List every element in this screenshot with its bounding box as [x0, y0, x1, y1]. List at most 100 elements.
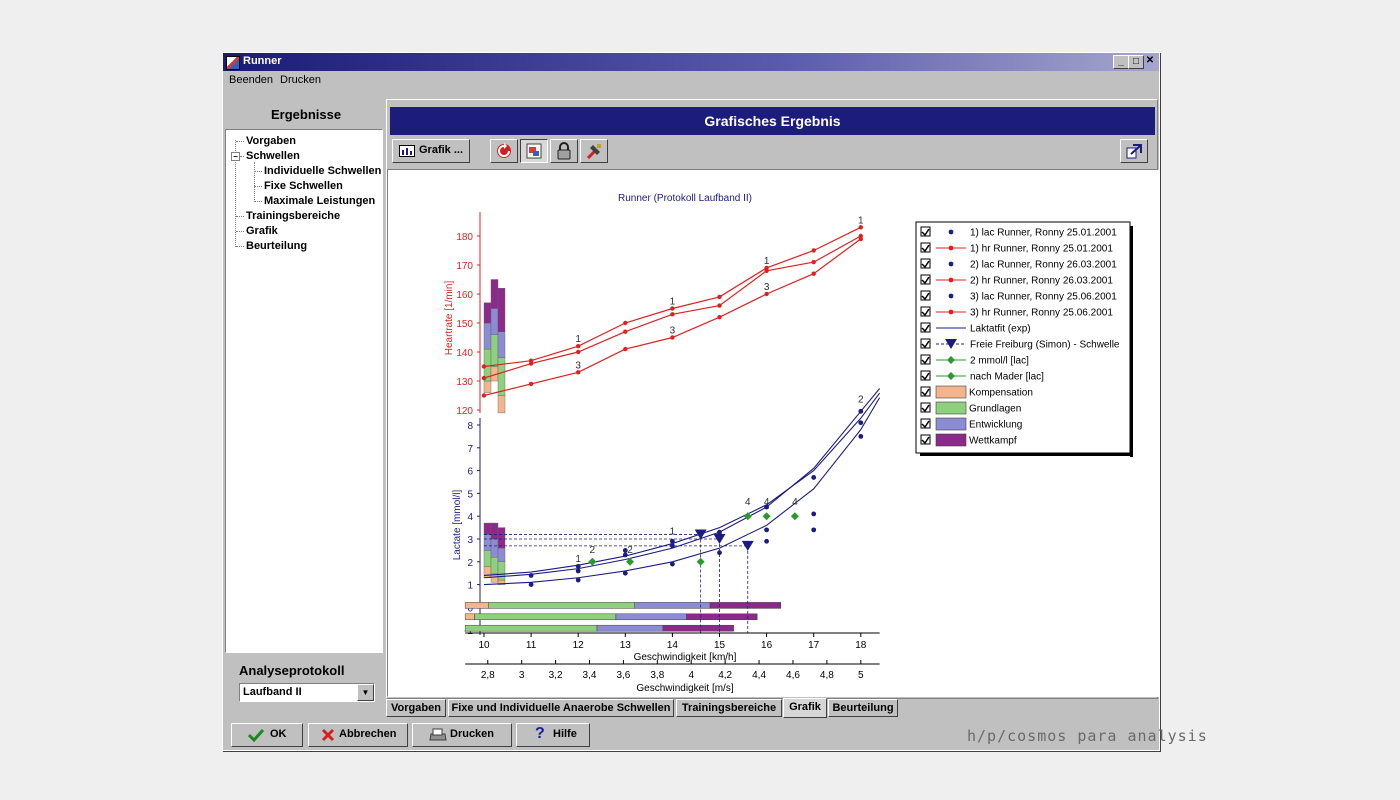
collapse-icon[interactable]: −: [231, 152, 240, 161]
threshold-diamond: [696, 557, 705, 566]
panel-title: Grafisches Ergebnis: [390, 107, 1155, 135]
grafik-button[interactable]: Grafik ...: [392, 139, 470, 163]
tab-beurteilung[interactable]: Beurteilung: [828, 699, 898, 717]
tree-item-individuelle-schwellen[interactable]: Individuelle Schwellen: [264, 165, 382, 177]
legend-label: Laktatfit (exp): [970, 324, 1031, 335]
heartrate-zone-segment: [497, 287, 506, 332]
menu-beenden[interactable]: Beenden: [229, 74, 274, 86]
print-button[interactable]: Drucken: [412, 723, 512, 747]
export-button[interactable]: [1120, 139, 1148, 163]
x2-tick-label: 3: [519, 670, 525, 681]
legend-marker: [948, 245, 954, 251]
heartrate-point: [717, 294, 722, 300]
printer-icon: [429, 728, 447, 741]
heartrate-data-label: 1: [575, 334, 581, 345]
tree-item-schwellen[interactable]: Schwellen: [246, 150, 300, 162]
heartrate-axis-label: Heartrate [1/min]: [444, 281, 455, 356]
lactate-point: [622, 548, 628, 553]
cancel-button[interactable]: Abbrechen: [308, 723, 408, 747]
check-icon: [248, 728, 264, 742]
results-heading: Ergebnisse: [271, 107, 342, 122]
legend-label: Kompensation: [969, 388, 1033, 399]
legend-checkmark: [921, 292, 930, 301]
export-icon: [1126, 144, 1142, 159]
app-window: Runner _ □ ✕ Beenden Drucken Ergebnisse …: [222, 52, 1207, 751]
tree-item-grafik[interactable]: Grafik: [246, 225, 278, 237]
help-button[interactable]: ? Hilfe: [516, 723, 590, 747]
tools-button[interactable]: [580, 139, 608, 163]
tab-vorgaben[interactable]: Vorgaben: [386, 699, 446, 717]
lactate-point: [764, 527, 769, 533]
zone-bar-segment: [709, 602, 781, 609]
legend-checkmark: [921, 388, 930, 397]
lactate-point: [764, 538, 769, 544]
heartrate-zone-segment: [483, 322, 492, 350]
heartrate-point: [670, 335, 675, 340]
protocol-select[interactable]: Laufband II ▼: [239, 683, 375, 702]
lock-button[interactable]: [550, 139, 578, 163]
lactate-point: [575, 568, 581, 574]
legend-marker: [935, 385, 967, 399]
heartrate-tick-label: 160: [456, 290, 473, 301]
lactate-zone-segment: [497, 561, 506, 581]
maximize-button[interactable]: □: [1128, 55, 1144, 69]
heartrate-point: [811, 259, 816, 265]
tree-item-trainingsbereiche[interactable]: Trainingsbereiche: [246, 210, 341, 222]
legend-checkbox: [920, 274, 931, 285]
window-title: Runner: [243, 55, 282, 67]
heartrate-point: [858, 236, 863, 242]
image-icon: [526, 143, 542, 159]
legend-checkbox: [920, 418, 931, 429]
heartrate-point: [528, 381, 534, 387]
legend-checkbox: [920, 242, 931, 253]
zone-bar-segment: [464, 613, 475, 621]
title-bar[interactable]: Runner _ □ ✕: [223, 53, 1159, 71]
lock-icon: [557, 142, 571, 160]
lactate-tick-label: 3: [467, 535, 473, 546]
brand-logo: h/p/cosmos para analysis: [967, 727, 1208, 745]
threshold-diamond: [790, 512, 799, 521]
tree-item-vorgaben[interactable]: Vorgaben: [246, 135, 296, 147]
legend-marker: [948, 277, 954, 283]
x2-tick-label: 3,6: [616, 670, 630, 681]
tree-item-beurteilung[interactable]: Beurteilung: [246, 240, 308, 252]
heartrate-zone-segment: [490, 279, 499, 309]
menu-drucken[interactable]: Drucken: [280, 74, 321, 86]
refresh-button[interactable]: [490, 139, 518, 163]
legend-label: Wettkampf: [969, 436, 1017, 447]
grafik-label: Grafik ...: [419, 144, 464, 156]
lactate-zone-segment: [483, 550, 492, 567]
lactate-zone-segment: [490, 522, 499, 540]
lactate-data-label: 1: [670, 527, 676, 538]
legend-checkmark: [921, 420, 930, 429]
heartrate-point: [717, 303, 722, 308]
heartrate-point: [576, 370, 581, 375]
chart-legend: 1) lac Runner, Ronny 25.01.2001 1) hr Run…: [915, 221, 1133, 457]
close-button[interactable]: ✕: [1145, 55, 1155, 66]
heartrate-point: [811, 271, 816, 276]
tab-grafik[interactable]: Grafik: [783, 698, 827, 718]
lactate-zone-segment: [490, 557, 499, 574]
legend-checkmark: [921, 260, 930, 269]
dropdown-arrow-icon[interactable]: ▼: [357, 684, 374, 701]
view-toggle-button[interactable]: [520, 139, 548, 163]
lactate-fit-line-1: [483, 397, 881, 586]
heartrate-tick-label: 120: [456, 406, 473, 417]
zone-bar-segment: [596, 624, 664, 632]
tree-item-maximale-leistungen[interactable]: Maximale Leistungen: [264, 195, 376, 207]
ok-button[interactable]: OK: [231, 723, 303, 747]
minimize-button[interactable]: _: [1113, 55, 1129, 69]
heartrate-data-label: 3: [764, 282, 770, 293]
heartrate-zone-segment: [497, 395, 506, 414]
legend-label: 3) hr Runner, Ronny 25.06.2001: [970, 308, 1113, 319]
tab-schwellen[interactable]: Fixe und Individuelle Anaerobe Schwellen: [448, 699, 674, 717]
chart-icon: [399, 145, 415, 157]
tab-trainingsbereiche[interactable]: Trainingsbereiche: [676, 699, 782, 717]
protocol-label: Analyseprotokoll: [239, 663, 345, 678]
legend-checkmark: [921, 372, 930, 381]
tree-item-fixe-schwellen[interactable]: Fixe Schwellen: [264, 180, 343, 192]
lactate-point: [575, 563, 581, 569]
legend-shadow: [1130, 226, 1133, 457]
lactate-point: [575, 577, 581, 583]
legend-checkmark: [921, 228, 930, 237]
